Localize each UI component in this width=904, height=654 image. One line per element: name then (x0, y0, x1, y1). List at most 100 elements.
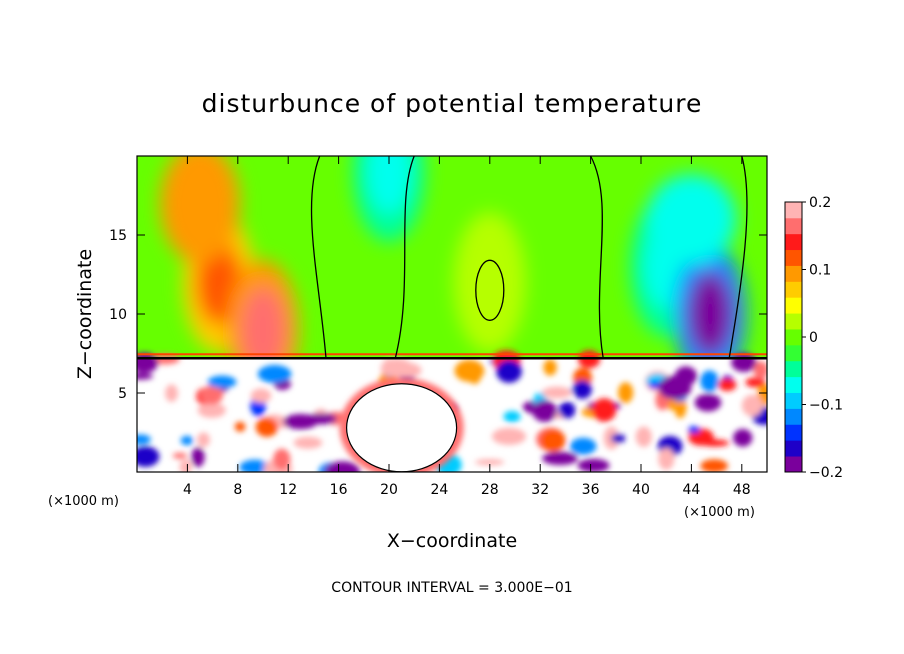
upper-anomaly (646, 174, 737, 265)
x-unit-label-right: (×1000 m) (684, 505, 755, 520)
turbulent-cell (491, 427, 527, 445)
lower-field (137, 350, 767, 472)
turbulent-cell (570, 437, 597, 455)
turbulent-cell (592, 398, 617, 422)
upper-anomaly-core (467, 240, 512, 325)
x-unit-label-left: (×1000 m) (48, 494, 119, 509)
colorbar-swatch (785, 281, 802, 298)
y-tick-label: 10 (109, 307, 127, 323)
colorbar-tick-label: 0.1 (809, 263, 831, 279)
turbulent-cell (180, 435, 194, 446)
colorbar-tick-label: 0 (809, 330, 818, 346)
turbulent-cell (293, 436, 323, 449)
turbulent-cell (200, 385, 224, 405)
turbulent-cell (718, 378, 737, 391)
colorbar-swatch (785, 217, 802, 235)
turbulent-cell (172, 452, 188, 459)
lower-blob (346, 383, 457, 472)
x-tick-label: 32 (531, 482, 549, 498)
turbulent-cell (694, 393, 722, 412)
colorbar-swatch (785, 297, 802, 314)
turbulent-cell (380, 358, 414, 378)
turbulent-cell (745, 377, 766, 388)
y-axis-ticks: 5 10 15 (109, 228, 767, 402)
colorbar-swatch (785, 376, 802, 393)
turbulent-cell (165, 384, 178, 402)
turbulent-cell (558, 401, 576, 419)
turbulent-cell (699, 439, 730, 447)
turbulent-cell (197, 432, 210, 448)
colorbar-tick-label: −0.1 (809, 398, 843, 414)
colorbar-swatch (785, 440, 802, 457)
x-tick-label: 12 (279, 482, 297, 498)
upper-anomaly-core (241, 287, 285, 372)
turbulent-cell (532, 400, 557, 423)
plot-area (137, 156, 767, 472)
turbulent-cell (179, 459, 192, 472)
x-tick-label: 4 (183, 482, 192, 498)
upper-field (137, 156, 767, 400)
turbulent-cell (687, 426, 701, 434)
closed-contour (475, 259, 505, 321)
turbulent-cell (255, 417, 279, 437)
zero-contour (590, 156, 604, 359)
upper-anomaly-core (688, 272, 733, 356)
turbulent-cell (137, 352, 159, 373)
turbulent-cell (324, 461, 361, 472)
turbulent-cell (503, 410, 521, 423)
colorbar-swatch (785, 456, 802, 473)
turbulent-cell (700, 459, 729, 472)
x-tick-label: 20 (380, 482, 398, 498)
turbulent-cell (753, 361, 767, 380)
x-tick-label: 40 (632, 482, 650, 498)
turbulent-cell (539, 429, 566, 453)
zero-contour (728, 156, 748, 359)
colorbar-swatch (785, 265, 802, 282)
turbulent-cell (733, 428, 753, 447)
turbulent-cell (611, 433, 626, 444)
colorbar-ticks: 0.2 0.1 0 −0.1 −0.2 (802, 195, 843, 481)
contour-lines (137, 156, 767, 472)
x-axis-ticks: 4 8 12 16 20 24 28 32 36 40 44 48 (183, 156, 751, 498)
turbulent-cell (658, 375, 692, 400)
turbulent-cell (542, 451, 578, 466)
turbulent-cell (700, 370, 719, 392)
turbulent-cell (234, 421, 246, 432)
colorbar-swatch (785, 329, 802, 346)
turbulent-cell (731, 353, 757, 372)
turbulent-cell (282, 413, 318, 430)
turbulent-cell (496, 360, 522, 383)
colorbar-swatch (785, 392, 802, 409)
turbulent-cell (239, 459, 270, 472)
colorbar (784, 201, 803, 473)
turbulent-cell (658, 447, 675, 470)
turbulent-cell (137, 373, 154, 380)
colorbar-swatch (785, 233, 802, 251)
turbulent-cell (618, 382, 634, 404)
turbulent-cell (207, 375, 237, 389)
x-tick-label: 48 (733, 482, 751, 498)
turbulent-cell (137, 446, 160, 467)
turbulent-cell (454, 359, 485, 382)
chart-title: disturbunce of potential temperature (202, 89, 703, 118)
colorbar-swatch (785, 344, 802, 362)
x-tick-label: 44 (682, 482, 700, 498)
colorbar-swatch (785, 408, 802, 425)
turbulent-cell (543, 359, 557, 376)
colorbar-swatch (785, 360, 802, 378)
colorbar-tick-label: −0.2 (809, 465, 843, 481)
x-tick-label: 24 (430, 482, 448, 498)
y-tick-label: 5 (118, 386, 127, 402)
zero-contour (310, 156, 327, 359)
contour-interval-note: CONTOUR INTERVAL = 3.000E−01 (331, 580, 572, 596)
upper-anomaly-core (367, 156, 411, 214)
x-tick-label: 36 (582, 482, 600, 498)
colorbar-tick-label: 0.2 (809, 195, 831, 211)
y-tick-label: 15 (109, 228, 127, 244)
turbulent-cell (191, 447, 205, 468)
y-axis-label: Z−coordinate (74, 249, 96, 379)
turbulent-cell (741, 394, 763, 417)
colorbar-swatch (785, 424, 802, 441)
colorbar-swatch (785, 249, 802, 266)
